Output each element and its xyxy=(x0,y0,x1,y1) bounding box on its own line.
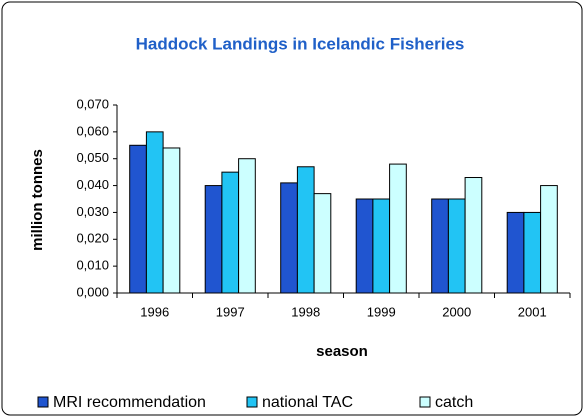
bar xyxy=(355,198,374,294)
x-tick-label: 1999 xyxy=(367,304,396,319)
bar xyxy=(313,193,332,294)
chart-title: Haddock Landings in Icelandic Fisheries xyxy=(136,34,465,53)
bar xyxy=(280,182,298,294)
bar xyxy=(129,144,147,294)
y-tick-label: 0,020 xyxy=(76,231,109,246)
x-tick-label: 1996 xyxy=(140,304,169,319)
y-axis-title: million tonnes xyxy=(29,149,46,251)
x-tick-label: 1998 xyxy=(291,304,320,319)
y-tick-label: 0,010 xyxy=(76,258,109,273)
y-tick-label: 0,060 xyxy=(76,123,109,138)
bar xyxy=(145,131,164,294)
legend-label: national TAC xyxy=(262,394,353,411)
bar xyxy=(464,177,483,294)
bar xyxy=(162,147,181,294)
bar xyxy=(296,166,315,294)
x-tick-label: 2000 xyxy=(442,304,471,319)
y-tick-label: 0,050 xyxy=(76,150,109,165)
x-tick-label: 1997 xyxy=(216,304,245,319)
bar xyxy=(204,185,223,294)
legend-swatch xyxy=(37,396,49,408)
y-tick-label: 0,040 xyxy=(76,177,109,192)
bar xyxy=(540,185,558,294)
legend-label: catch xyxy=(435,394,473,411)
y-tick-label: 0,070 xyxy=(76,96,109,111)
legend-swatch xyxy=(246,396,258,408)
bar xyxy=(447,198,466,294)
bar xyxy=(238,158,256,294)
bar xyxy=(221,171,240,294)
y-tick-label: 0,030 xyxy=(76,204,109,219)
legend-swatch xyxy=(419,396,431,408)
legend-label: MRI recommendation xyxy=(53,394,206,411)
bar xyxy=(506,211,525,294)
bar xyxy=(372,198,391,294)
y-tick-label: 0,000 xyxy=(76,284,109,299)
x-tick-label: 2001 xyxy=(518,304,547,319)
bar xyxy=(431,198,449,294)
bar xyxy=(523,211,542,294)
x-axis-title: season xyxy=(316,343,368,360)
bar xyxy=(389,163,407,294)
